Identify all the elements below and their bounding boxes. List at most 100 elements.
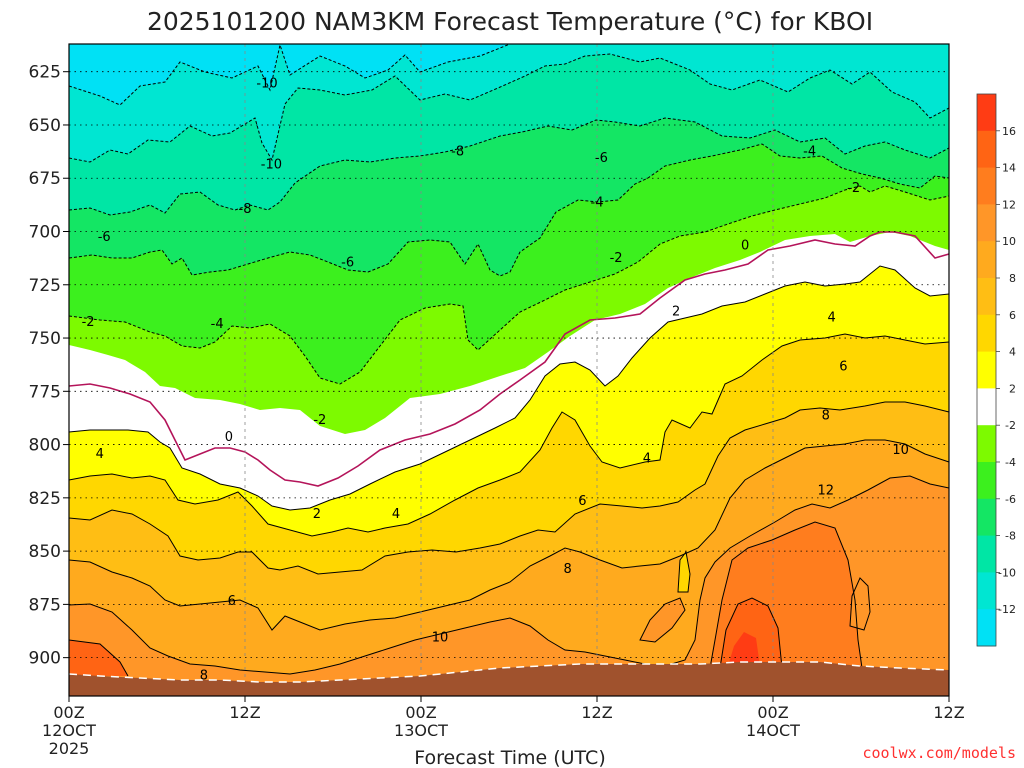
colorbar-swatch (977, 130, 996, 169)
contour-label-text: -2 (82, 315, 95, 330)
isotherm-pocket-c (849, 577, 871, 631)
colorbar-frame (976, 93, 997, 647)
colorbar-label: 12 (1002, 198, 1016, 211)
x-tick-date: 14OCT (746, 721, 800, 740)
colorbar-swatch (977, 204, 996, 242)
colorbar-label: 10 (1002, 235, 1016, 248)
colorbar-swatch (977, 462, 996, 500)
colorbar-label: -6 (1005, 493, 1016, 506)
isotherm-plus-6 (68, 401, 950, 575)
contour-label-text: 0 (225, 430, 233, 445)
warm-pocket-b (678, 552, 690, 592)
isotherm-minus-10 (68, 43, 511, 106)
isotherm-minus-2 (68, 185, 950, 385)
colorbar-swatch (977, 94, 996, 132)
y-tick-label: 725 (29, 276, 61, 296)
isotherm-zero (68, 231, 950, 487)
isotherm-plus-12 (709, 521, 863, 669)
isotherm-plus-2 (68, 265, 950, 511)
colorbar-label: 8 (1009, 272, 1016, 285)
contour-label: 10 (432, 630, 449, 645)
isotherm-plus-12-left (68, 639, 129, 677)
contour-label-text: -2 (313, 413, 326, 428)
colorbar-swatch (977, 351, 996, 389)
contour-label: -10 (261, 157, 282, 172)
colorbar-swatch (977, 498, 996, 537)
colorbar-swatch (977, 241, 996, 279)
contour-label-text: -10 (261, 157, 282, 172)
contour-label-text: 6 (578, 494, 586, 509)
contour-label-text: -10 (256, 76, 277, 91)
contour-label: -4 (211, 317, 224, 332)
credit-text: coolwx.com/models (862, 744, 1016, 762)
x-tick-label: 12Z (933, 703, 964, 722)
x-tick-label: 12Z (229, 703, 260, 722)
contour-label-text: -4 (803, 145, 816, 160)
x-tick-label: 00Z (757, 703, 788, 722)
colorbar-label: 14 (1002, 162, 1016, 175)
contour-label-text: 12 (818, 483, 835, 498)
x-tick-label: 00Z (53, 703, 84, 722)
x-tick-date: 12OCT (42, 721, 96, 740)
y-tick-label: 750 (29, 329, 61, 349)
contour-label-text: 2 (672, 304, 680, 319)
isotherm-lines (68, 43, 950, 677)
colorbar-swatch (977, 278, 996, 316)
contour-label: -2 (847, 181, 860, 196)
plot-frame (68, 43, 950, 697)
terrain (69, 662, 949, 696)
contour-label-text: -6 (341, 255, 354, 270)
contour-label: 6 (228, 594, 236, 609)
contour-label: 12 (818, 483, 835, 498)
contour-label: -10 (256, 76, 277, 91)
contour-label: -2 (313, 413, 326, 428)
contour-label: 10 (892, 443, 909, 458)
isotherm-minus-4 (68, 143, 950, 277)
plot-area: -10 -10 -8 -8 -6 -6 -6 -4 -4 -4 -2 -2 -2 -2 0 0 2 2 4 4 4 4 6 6… (68, 43, 950, 697)
colorbar-label: -8 (1005, 530, 1016, 543)
contour-label-text: 4 (96, 447, 104, 462)
contour-label-text: -8 (451, 145, 464, 160)
contour-label-text: 6 (228, 594, 236, 609)
warm-pocket-c (850, 578, 870, 630)
contour-label: -6 (595, 151, 608, 166)
contour-label: -4 (803, 145, 816, 160)
fill-cell-16b (69, 640, 128, 676)
contour-label-text: -8 (239, 202, 252, 217)
chart-title: 2025101200 NAM3KM Forecast Temperature (… (147, 7, 873, 36)
contour-label: -4 (591, 196, 604, 211)
contour-label-text: 8 (822, 409, 830, 424)
isotherm-pocket-b (677, 550, 691, 593)
y-tick-label: 625 (29, 63, 61, 83)
y-tick-label: 850 (29, 542, 61, 562)
contour-label: 8 (564, 562, 572, 577)
x-axis-label: Forecast Time (UTC) (414, 747, 605, 768)
y-tick-label: 650 (29, 116, 61, 136)
y-tick-label: 875 (29, 595, 61, 615)
colorbar-swatch (977, 314, 996, 353)
x-tick-label: 00Z (405, 703, 436, 722)
colorbar-label: -10 (998, 566, 1016, 579)
colorbar: 16 14 12 10 8 6 4 2 -2 -4 -6 -8 -10 -12 (976, 93, 1016, 647)
colorbar-label: 4 (1009, 346, 1016, 359)
contour-label-text: -4 (591, 196, 604, 211)
x-tick-year: 2025 (49, 739, 90, 758)
y-tick-label: 675 (29, 169, 61, 189)
contour-label: -6 (98, 230, 111, 245)
contour-label-text: 4 (392, 507, 400, 522)
contour-label: 6 (578, 494, 586, 509)
contour-label: 8 (822, 409, 830, 424)
x-tick-label: 12Z (581, 703, 612, 722)
isotherm-pocket-a (639, 597, 686, 643)
contour-label-text: -2 (847, 181, 860, 196)
isotherm-minus-8 (68, 53, 950, 163)
contour-label-text: -6 (98, 230, 111, 245)
contour-label-text: -2 (610, 251, 623, 266)
colorbar-swatch (977, 167, 996, 205)
contour-label: 4 (643, 451, 651, 466)
colorbar-swatch (977, 535, 996, 573)
colorbar-label: -12 (998, 603, 1016, 616)
contour-label: 6 (839, 360, 847, 375)
